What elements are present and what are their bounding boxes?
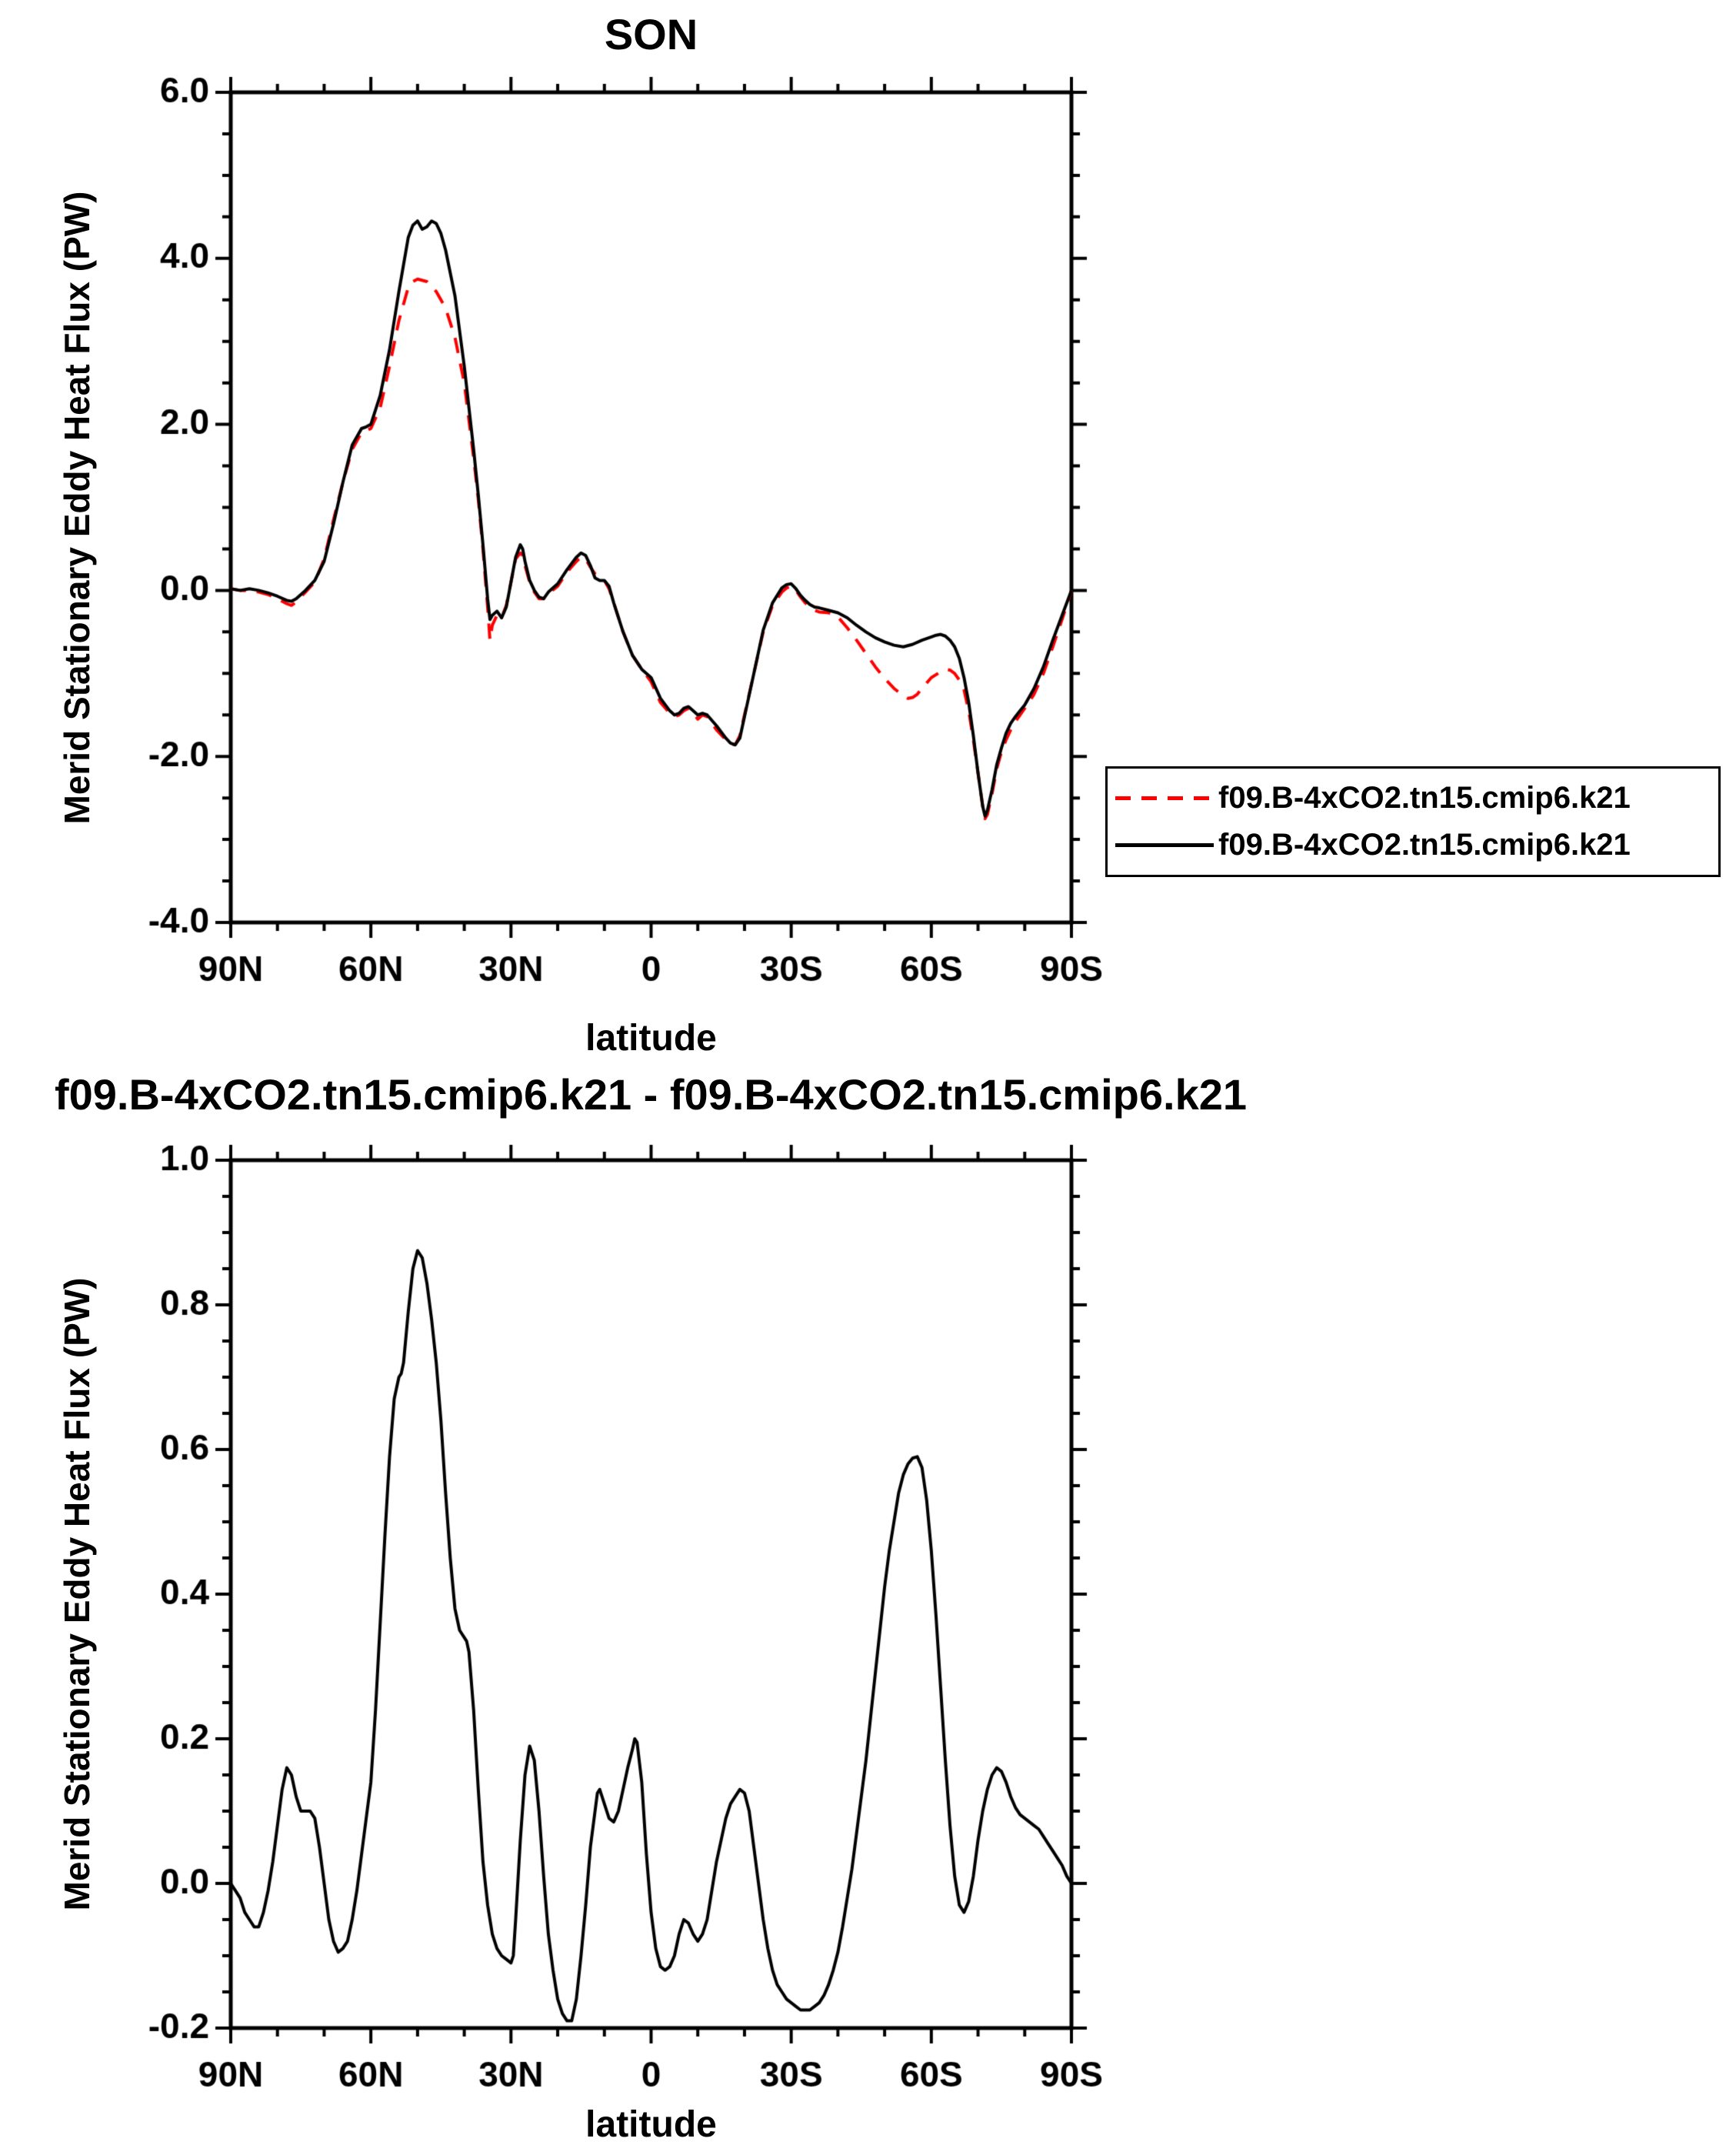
- legend-label-dashed: f09.B-4xCO2.tn15.cmip6.k21: [1218, 781, 1631, 815]
- legend-label-solid: f09.B-4xCO2.tn15.cmip6.k21: [1218, 828, 1631, 862]
- legend-entry-solid: f09.B-4xCO2.tn15.cmip6.k21: [1115, 828, 1714, 862]
- legend-dashed-line-sample: [1115, 796, 1214, 800]
- legend-entry-dashed: f09.B-4xCO2.tn15.cmip6.k21: [1115, 781, 1714, 816]
- top-y-axis-label: Merid Stationary Eddy Heat Flux (PW): [57, 191, 97, 825]
- legend-solid-line-sample: [1115, 843, 1214, 847]
- top-x-axis-label: latitude: [585, 1018, 717, 1059]
- bottom-chart-title: f09.B-4xCO2.tn15.cmip6.k21 - f09.B-4xCO2…: [54, 1070, 1248, 1119]
- bottom-y-axis-label: Merid Stationary Eddy Heat Flux (PW): [57, 1277, 97, 1911]
- bottom-x-axis-label: latitude: [585, 2104, 717, 2145]
- top-chart-title: SON: [604, 10, 698, 58]
- legend: f09.B-4xCO2.tn15.cmip6.k21 f09.B-4xCO2.t…: [1105, 766, 1721, 877]
